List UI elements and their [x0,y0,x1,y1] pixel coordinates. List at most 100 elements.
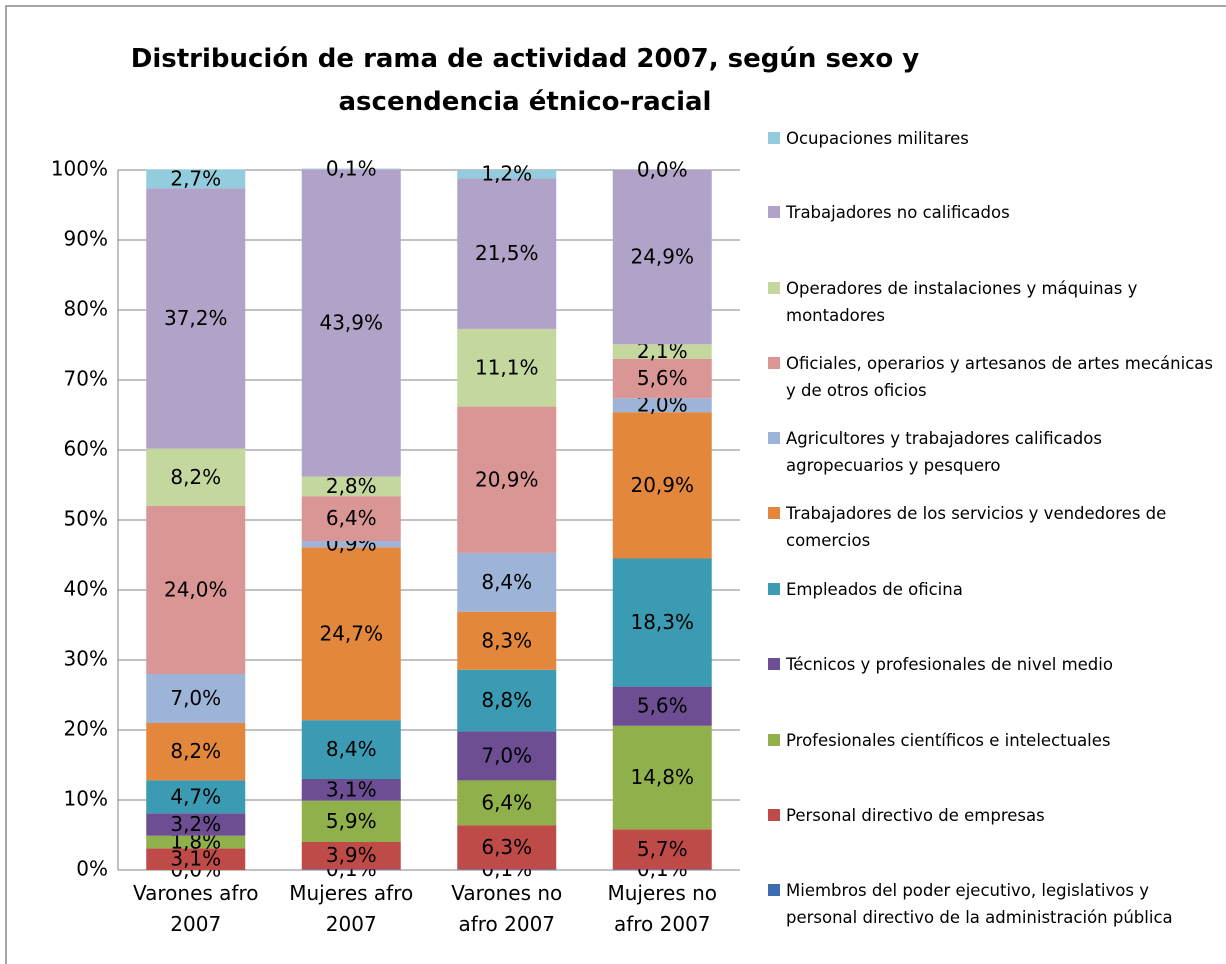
data-label: 7,0% [170,686,221,710]
bar-segment [146,848,246,870]
data-label: 3,9% [326,843,377,867]
data-label: 5,6% [637,694,688,718]
bar-segment [146,188,246,449]
data-label: 14,8% [630,765,694,789]
bar-segment [612,829,712,870]
data-label: 18,3% [630,610,694,634]
data-label: 8,2% [170,739,221,763]
bar-segment [146,835,246,849]
bar-segment [301,476,401,497]
data-label: 0,0% [637,158,688,182]
data-label: 0,1% [326,156,377,180]
y-tick-label: 0% [76,857,108,881]
y-tick-label: 80% [64,297,108,321]
bar-segment [457,669,557,732]
data-label: 6,3% [481,835,532,859]
data-label: 6,4% [326,506,377,530]
bar-segment [457,552,557,612]
bar-segment [457,170,557,179]
bar-segment [612,359,712,399]
bar-segment [457,825,557,870]
legend-item: Profesionales científicos e intelectuale… [768,727,1223,754]
bar-segment [146,169,246,189]
legend-item: Oficiales, operarios y artesanos de arte… [768,350,1223,404]
legend-item: Personal directivo de empresas [768,802,1223,829]
bar-segment [457,731,557,781]
data-label: 24,7% [319,621,383,645]
legend-swatch [768,658,780,670]
bar-segment [457,328,557,407]
data-label: 3,1% [326,777,377,801]
bar-segment [457,780,557,826]
y-tick-label: 100% [51,157,108,181]
x-tick-label: Mujeres afro 2007 [289,881,414,936]
legend-label: Trabajadores de los servicios y vendedor… [786,504,1167,550]
y-tick-label: 20% [64,717,108,741]
legend-swatch [768,734,780,746]
y-tick-label: 90% [64,227,108,251]
bar-segment [612,170,712,345]
bar-segment [146,723,246,781]
bar-segment [301,720,401,779]
data-label: 5,9% [326,809,377,833]
chart-title: Distribución de rama de actividad 2007, … [130,44,920,117]
bar-segment [612,344,712,359]
legend-label: Agricultores y trabajadores calificados … [786,429,1102,475]
data-label: 11,1% [475,355,539,379]
legend-label: Personal directivo de empresas [786,806,1045,825]
data-label: 1,2% [481,162,532,186]
legend-item: Trabajadores de los servicios y vendedor… [768,500,1223,554]
legend-swatch [768,282,780,294]
legend-item: Empleados de oficina [768,576,1223,603]
data-label: 24,0% [164,578,228,602]
bar-segment [612,398,712,413]
bar-segment [146,448,246,506]
legend-swatch [768,583,780,595]
bar-segment [612,725,712,830]
bar-segment [612,869,712,870]
legend-swatch [768,884,780,896]
data-label: 20,9% [630,473,694,497]
data-label: 8,3% [481,628,532,652]
legend-swatch [768,507,780,519]
legend-item: Miembros del poder ejecutivo, legislativ… [768,877,1223,931]
data-label: 8,4% [481,570,532,594]
y-tick-label: 10% [64,787,108,811]
data-label: 2,8% [326,474,377,498]
legend-label: Ocupaciones militares [786,129,969,148]
bar-segment [612,558,712,687]
data-label: 2,7% [170,166,221,190]
legend-label: Miembros del poder ejecutivo, legislativ… [786,881,1173,927]
data-label: 24,9% [630,245,694,269]
legend-label: Operadores de instalaciones y máquinas y… [786,279,1138,325]
bar-segment [457,869,557,870]
data-label: 8,8% [481,688,532,712]
legend-swatch [768,432,780,444]
data-label: 3,2% [170,812,221,836]
legend-label: Trabajadores no calificados [786,203,1010,222]
bar-segment [301,169,401,477]
legend-swatch [768,357,780,369]
x-tick-label: Varones no afro 2007 [451,881,563,936]
y-tick-label: 30% [64,647,108,671]
data-label: 21,5% [475,241,539,265]
legend-swatch [768,206,780,218]
y-tick-label: 70% [64,367,108,391]
data-label: 3,1% [170,847,221,871]
bar-segment [301,547,401,721]
data-label: 37,2% [164,306,228,330]
data-label: 8,2% [170,465,221,489]
bar-segment [301,842,401,870]
legend-item: Agricultores y trabajadores calificados … [768,425,1223,479]
legend-label: Técnicos y profesionales de nivel medio [786,655,1113,674]
legend-swatch [768,132,780,144]
x-tick-label: Varones afro 2007 [133,881,259,936]
data-label: 7,0% [481,743,532,767]
data-label: 43,9% [319,310,383,334]
bar-segment [457,611,557,670]
y-tick-label: 60% [64,437,108,461]
legend-item: Operadores de instalaciones y máquinas y… [768,275,1223,329]
bar-segment [301,800,401,842]
